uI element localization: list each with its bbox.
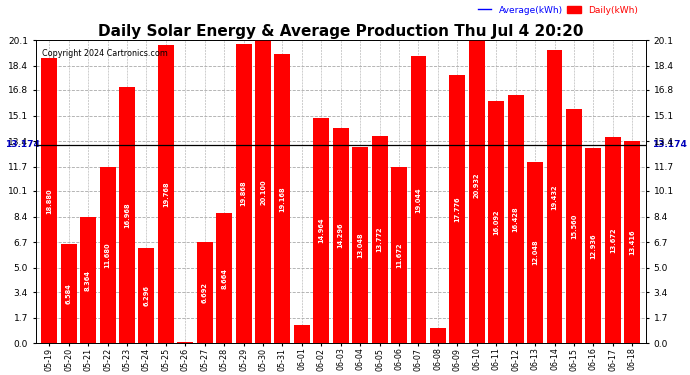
Bar [585,148,602,344]
Bar [469,27,485,344]
Bar [177,342,193,344]
Bar [235,44,252,344]
Bar [119,87,135,344]
Text: 13.174: 13.174 [5,140,39,149]
Legend: Average(kWh), Daily(kWh): Average(kWh), Daily(kWh) [474,2,641,18]
Bar [197,242,213,344]
Bar [313,118,329,344]
Text: 6.584: 6.584 [66,283,72,304]
Text: 12.936: 12.936 [591,233,596,259]
Text: 18.880: 18.880 [46,188,52,214]
Text: 8.364: 8.364 [85,270,91,291]
Text: 19.044: 19.044 [415,187,422,213]
Text: 13.416: 13.416 [629,230,635,255]
Bar [449,75,465,344]
Bar [546,50,562,344]
Bar [508,96,524,344]
Text: 15.560: 15.560 [571,213,577,239]
Text: 14.296: 14.296 [337,223,344,248]
Bar [352,147,368,344]
Text: 20.100: 20.100 [260,179,266,204]
Bar [411,56,426,344]
Text: 14.964: 14.964 [318,218,324,243]
Bar [294,325,310,344]
Bar [158,45,174,344]
Bar [489,100,504,344]
Text: 8.664: 8.664 [221,267,227,288]
Text: 13.174: 13.174 [651,140,687,149]
Text: 19.768: 19.768 [163,182,169,207]
Text: 19.868: 19.868 [241,181,246,206]
Text: 19.432: 19.432 [551,184,558,210]
Bar [430,327,446,344]
Bar [255,40,271,344]
Bar [139,248,155,344]
Bar [80,217,96,344]
Text: 11.680: 11.680 [105,243,110,268]
Text: 13.772: 13.772 [377,226,383,252]
Text: 19.168: 19.168 [279,186,286,211]
Text: 16.968: 16.968 [124,202,130,228]
Text: 11.672: 11.672 [396,243,402,268]
Bar [41,58,57,344]
Text: 13.048: 13.048 [357,232,363,258]
Bar [275,54,290,344]
Bar [372,136,388,344]
Bar [61,244,77,344]
Text: Copyright 2024 Cartronics.com: Copyright 2024 Cartronics.com [41,49,168,58]
Text: 12.048: 12.048 [532,240,538,266]
Bar [216,213,232,344]
Title: Daily Solar Energy & Average Production Thu Jul 4 20:20: Daily Solar Energy & Average Production … [98,24,584,39]
Text: 6.692: 6.692 [201,282,208,303]
Bar [624,141,640,344]
Text: 16.428: 16.428 [513,207,519,232]
Text: 13.672: 13.672 [610,228,615,253]
Text: 6.296: 6.296 [144,285,150,306]
Bar [527,162,543,344]
Bar [99,167,115,344]
Text: 20.932: 20.932 [474,172,480,198]
Bar [605,137,621,344]
Text: 17.776: 17.776 [454,196,460,222]
Bar [566,109,582,344]
Text: 16.092: 16.092 [493,209,499,235]
Bar [333,128,348,344]
Bar [391,167,407,344]
